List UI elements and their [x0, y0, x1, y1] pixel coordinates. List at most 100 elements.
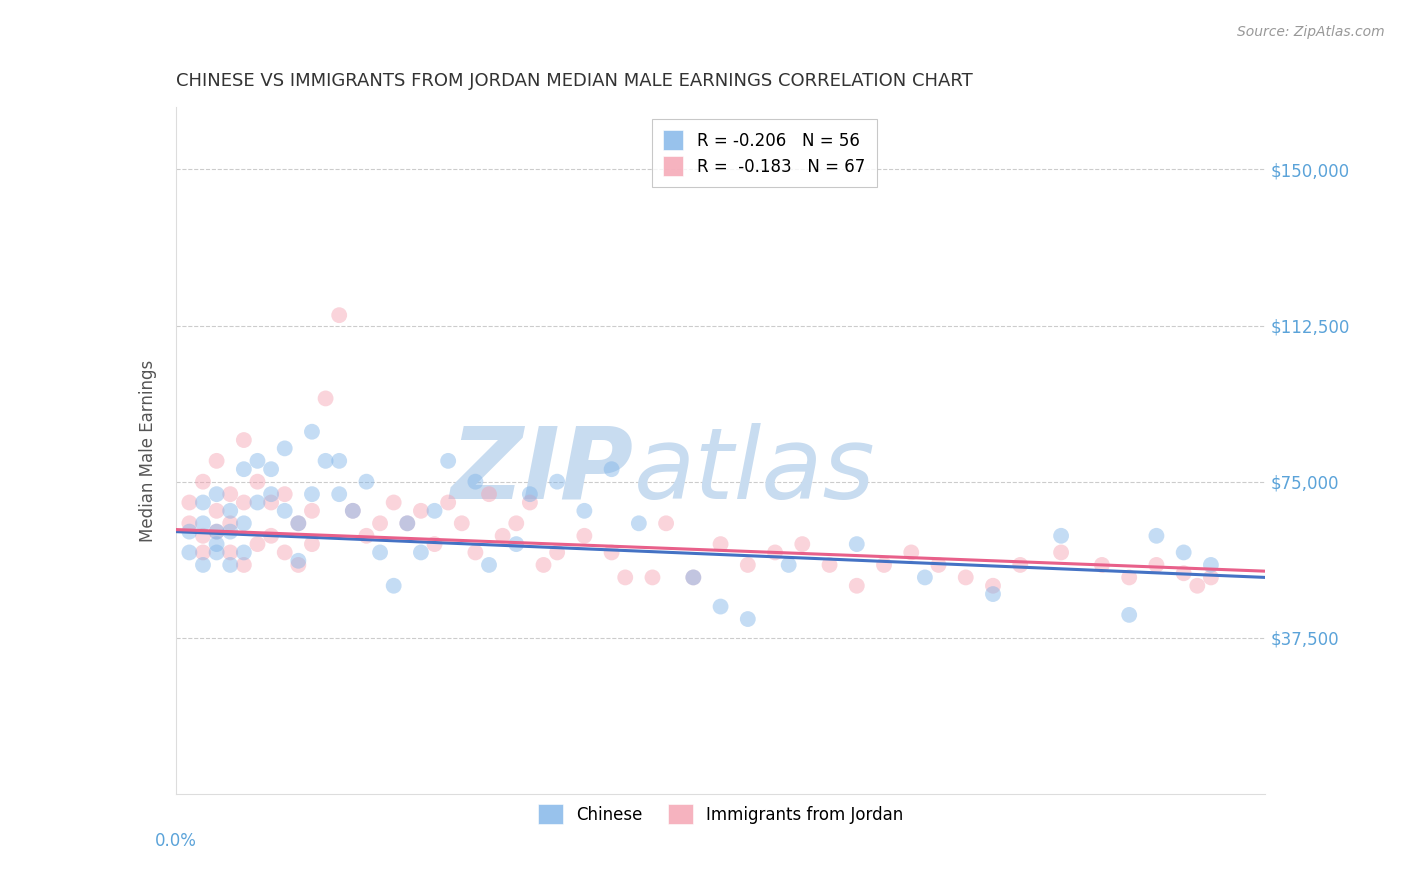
Point: [191, 495, 214, 509]
Point: [191, 558, 214, 572]
Point: [409, 504, 432, 518]
Point: [682, 570, 704, 584]
Point: [287, 554, 309, 568]
Point: [368, 516, 391, 531]
Point: [519, 495, 541, 509]
Point: [382, 579, 405, 593]
Point: [478, 558, 501, 572]
Y-axis label: Median Male Earnings: Median Male Earnings: [139, 359, 157, 541]
Point: [191, 545, 214, 559]
Point: [342, 504, 364, 518]
Point: [219, 487, 242, 501]
Point: [274, 487, 297, 501]
Point: [232, 495, 254, 509]
Point: [845, 579, 868, 593]
Point: [818, 558, 841, 572]
Point: [301, 487, 323, 501]
Point: [1091, 558, 1114, 572]
Point: [1144, 558, 1167, 572]
Point: [437, 495, 460, 509]
Point: [437, 454, 460, 468]
Text: 0.0%: 0.0%: [155, 831, 197, 850]
Point: [464, 545, 486, 559]
Point: [873, 558, 896, 572]
Point: [928, 558, 950, 572]
Point: [219, 558, 242, 572]
Point: [792, 537, 814, 551]
Point: [287, 516, 309, 531]
Point: [205, 504, 228, 518]
Text: atlas: atlas: [633, 423, 875, 519]
Point: [450, 516, 472, 531]
Point: [205, 454, 228, 468]
Point: [1050, 529, 1073, 543]
Point: [574, 529, 596, 543]
Point: [737, 558, 759, 572]
Point: [232, 558, 254, 572]
Point: [205, 545, 228, 559]
Point: [191, 529, 214, 543]
Point: [1010, 558, 1032, 572]
Point: [246, 454, 269, 468]
Point: [546, 475, 568, 489]
Point: [356, 529, 378, 543]
Point: [737, 612, 759, 626]
Point: [409, 545, 432, 559]
Point: [763, 545, 786, 559]
Point: [914, 570, 936, 584]
Point: [955, 570, 977, 584]
Point: [1144, 529, 1167, 543]
Point: [710, 537, 733, 551]
Point: [179, 516, 201, 531]
Point: [778, 558, 800, 572]
Point: [505, 537, 527, 551]
Point: [287, 516, 309, 531]
Point: [205, 487, 228, 501]
Point: [981, 587, 1004, 601]
Point: [574, 504, 596, 518]
Point: [274, 545, 297, 559]
Point: [205, 524, 228, 539]
Text: CHINESE VS IMMIGRANTS FROM JORDAN MEDIAN MALE EARNINGS CORRELATION CHART: CHINESE VS IMMIGRANTS FROM JORDAN MEDIAN…: [176, 72, 973, 90]
Point: [205, 537, 228, 551]
Point: [219, 545, 242, 559]
Point: [1187, 579, 1209, 593]
Point: [423, 504, 446, 518]
Point: [328, 308, 350, 322]
Point: [246, 475, 269, 489]
Point: [641, 570, 664, 584]
Point: [655, 516, 678, 531]
Point: [600, 462, 623, 476]
Point: [328, 454, 350, 468]
Point: [900, 545, 922, 559]
Point: [368, 545, 391, 559]
Point: [315, 392, 337, 406]
Point: [232, 516, 254, 531]
Point: [519, 487, 541, 501]
Point: [981, 579, 1004, 593]
Point: [179, 495, 201, 509]
Point: [492, 529, 515, 543]
Point: [191, 475, 214, 489]
Point: [260, 529, 283, 543]
Point: [342, 504, 364, 518]
Point: [682, 570, 704, 584]
Point: [301, 537, 323, 551]
Point: [260, 462, 283, 476]
Point: [1118, 607, 1140, 622]
Point: [274, 442, 297, 456]
Point: [246, 537, 269, 551]
Point: [627, 516, 650, 531]
Point: [1050, 545, 1073, 559]
Point: [356, 475, 378, 489]
Point: [423, 537, 446, 551]
Point: [710, 599, 733, 614]
Point: [179, 524, 201, 539]
Point: [301, 425, 323, 439]
Point: [546, 545, 568, 559]
Point: [396, 516, 419, 531]
Point: [464, 475, 486, 489]
Text: Source: ZipAtlas.com: Source: ZipAtlas.com: [1237, 25, 1385, 39]
Legend: Chinese, Immigrants from Jordan: Chinese, Immigrants from Jordan: [524, 791, 917, 837]
Point: [260, 487, 283, 501]
